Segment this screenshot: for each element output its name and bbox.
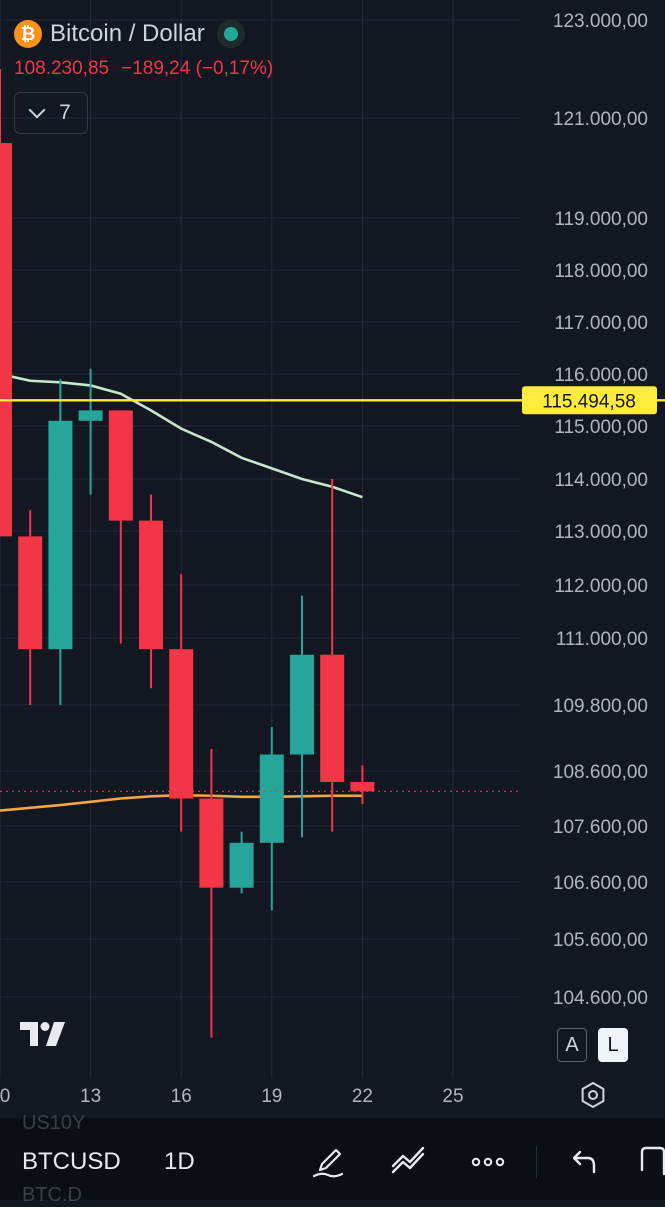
indicators-collapse-button[interactable]: 7 bbox=[14, 92, 88, 134]
chart-settings-icon[interactable] bbox=[578, 1080, 608, 1110]
pen-icon[interactable] bbox=[308, 1142, 348, 1182]
candle-body bbox=[139, 520, 163, 650]
candle-up bbox=[48, 379, 73, 705]
tradingview-logo bbox=[20, 1022, 65, 1046]
y-tick-label: 112.000,00 bbox=[554, 576, 648, 597]
fullscreen-icon[interactable] bbox=[632, 1142, 665, 1182]
y-tick-label: 113.000,00 bbox=[554, 522, 648, 543]
watchlist-item-prev[interactable]: US10Y bbox=[22, 1112, 86, 1134]
candle-up bbox=[290, 595, 314, 838]
candle-body bbox=[169, 649, 194, 799]
y-tick-label: 104.600,00 bbox=[553, 988, 648, 1009]
log-scale-button[interactable]: L bbox=[598, 1028, 628, 1062]
price-quote: 108.230,85 −189,24 (−0,17%) bbox=[14, 58, 273, 80]
horizontal-level-label: 115.494,58 bbox=[542, 391, 636, 412]
candle-up bbox=[229, 831, 254, 894]
candle-body bbox=[18, 536, 43, 650]
undo-icon[interactable] bbox=[564, 1142, 604, 1182]
y-tick-label: 123.000,00 bbox=[553, 11, 648, 32]
y-tick-label: 121.000,00 bbox=[553, 109, 648, 130]
y-tick-label: 107.600,00 bbox=[553, 817, 648, 838]
candle-down bbox=[350, 765, 375, 804]
x-tick-label: 0 bbox=[0, 1086, 10, 1107]
candle-body bbox=[320, 654, 345, 782]
y-tick-label: 105.600,00 bbox=[553, 930, 648, 951]
last-price: 108.230,85 bbox=[14, 58, 110, 79]
time-axis[interactable]: 0 13 16 19 22 25 bbox=[0, 1086, 464, 1107]
y-tick-label: 114.000,00 bbox=[554, 470, 648, 491]
symbol-selector[interactable]: BTCUSD bbox=[22, 1148, 121, 1175]
grid bbox=[0, 0, 520, 1078]
symbol-header[interactable]: ₿ Bitcoin / Dollar bbox=[14, 14, 245, 54]
horizontal-level-badge[interactable] bbox=[522, 386, 657, 415]
y-tick-label: 119.000,00 bbox=[554, 209, 648, 230]
interval-selector[interactable]: 1D bbox=[164, 1148, 195, 1175]
candle-body bbox=[350, 782, 375, 792]
indicator-count: 7 bbox=[59, 101, 71, 124]
candle-body bbox=[229, 842, 254, 888]
candle-down bbox=[169, 574, 194, 832]
candle-down bbox=[199, 749, 224, 1038]
candle-body bbox=[108, 410, 133, 521]
x-tick-label: 16 bbox=[171, 1086, 192, 1107]
candle-down bbox=[320, 479, 345, 832]
x-tick-label: 19 bbox=[261, 1086, 282, 1107]
x-tick-label: 25 bbox=[442, 1086, 463, 1107]
y-tick-label: 106.600,00 bbox=[553, 873, 648, 894]
candle-body bbox=[48, 420, 73, 650]
trend-line-icon[interactable] bbox=[388, 1142, 428, 1182]
price-chart[interactable]: 115.494,58 123.000,00 121.000,00 119.000,0… bbox=[0, 0, 665, 1118]
price-axis[interactable]: 123.000,00 121.000,00 119.000,00 118.000,00… bbox=[553, 11, 648, 1009]
bitcoin-icon: ₿ bbox=[14, 20, 42, 48]
y-tick-label: 118.000,00 bbox=[554, 261, 648, 282]
y-tick-label: 115.000,00 bbox=[554, 417, 648, 438]
y-tick-label: 109.800,00 bbox=[553, 696, 648, 717]
symbol-title: Bitcoin / Dollar bbox=[50, 20, 205, 47]
more-icon[interactable] bbox=[468, 1142, 508, 1182]
candles bbox=[0, 69, 375, 1038]
x-tick-label: 22 bbox=[352, 1086, 373, 1107]
candle-body bbox=[259, 754, 284, 843]
horizontal-level[interactable]: 115.494,58 bbox=[0, 386, 665, 792]
market-status-icon bbox=[216, 20, 245, 48]
candle-down bbox=[108, 410, 133, 644]
y-tick-label: 108.600,00 bbox=[553, 762, 648, 783]
y-tick-label: 111.000,00 bbox=[556, 629, 648, 650]
candle-up bbox=[78, 368, 103, 495]
watchlist-item-next[interactable]: BTC.D bbox=[22, 1184, 82, 1206]
auto-scale-button[interactable]: A bbox=[557, 1028, 587, 1062]
candle-body bbox=[78, 410, 103, 421]
y-tick-label: 116.000,00 bbox=[554, 365, 648, 386]
candle-body bbox=[290, 654, 314, 755]
candle-down bbox=[0, 69, 12, 537]
y-tick-label: 117.000,00 bbox=[554, 313, 648, 334]
candle-up bbox=[259, 727, 284, 911]
chevron-down-icon bbox=[28, 101, 46, 119]
toolbar-divider bbox=[536, 1146, 537, 1178]
price-change: −189,24 (−0,17%) bbox=[121, 58, 274, 79]
x-tick-label: 13 bbox=[80, 1086, 101, 1107]
bottom-toolbar bbox=[0, 1118, 665, 1200]
candle-down bbox=[18, 510, 43, 705]
candle-down bbox=[139, 494, 163, 689]
candle-body bbox=[0, 143, 12, 537]
candle-body bbox=[199, 798, 224, 888]
